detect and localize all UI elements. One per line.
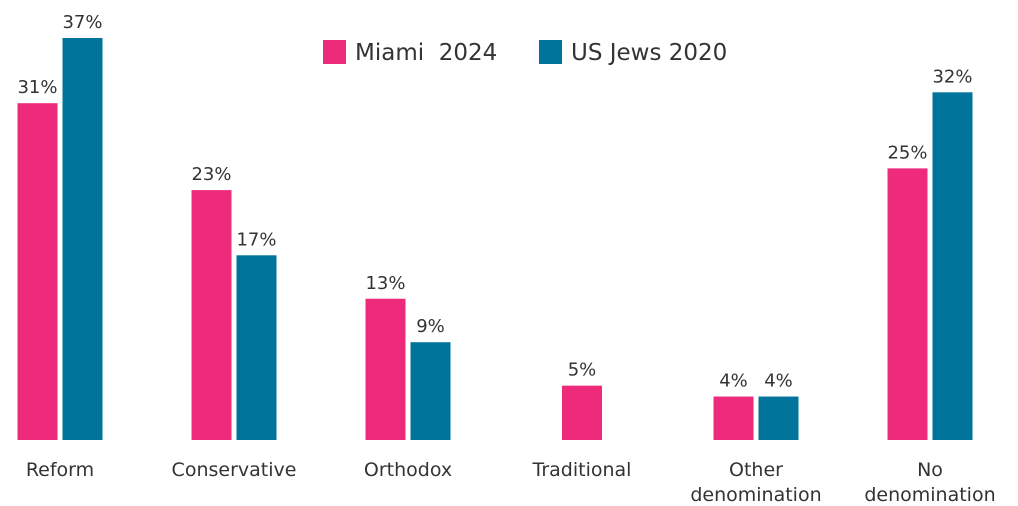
bar [562,385,602,440]
data-label: 4% [719,371,748,392]
bar [410,342,451,440]
x-tick-label: Orthodox [364,459,452,481]
data-label: 25% [887,142,927,163]
bar [191,190,232,440]
data-label: 23% [191,164,231,185]
x-tick-label: Reform [26,459,94,481]
data-label: 9% [416,316,445,337]
data-label: 31% [17,77,57,98]
bar [236,255,277,440]
data-label: 32% [932,66,972,87]
x-tick-label: Conservative [172,459,297,481]
bar [758,396,799,440]
legend-label: US Jews 2020 [571,40,727,66]
x-tick-label: Other denomination [690,459,821,506]
bar [62,38,103,440]
legend-swatch [539,40,562,64]
legend-label: Miami 2024 [355,40,497,66]
data-label: 13% [365,273,405,294]
bar [713,396,754,440]
data-label: 37% [62,12,102,33]
bar [887,168,928,441]
legend-swatch [323,40,346,64]
data-label: 4% [764,371,793,392]
data-label: 17% [236,229,276,250]
x-tick-label: Traditional [532,459,632,481]
bar [365,298,406,440]
bar [17,103,58,441]
data-label: 5% [568,360,597,381]
x-tick-label: No denomination [864,459,995,506]
bar [932,92,973,440]
